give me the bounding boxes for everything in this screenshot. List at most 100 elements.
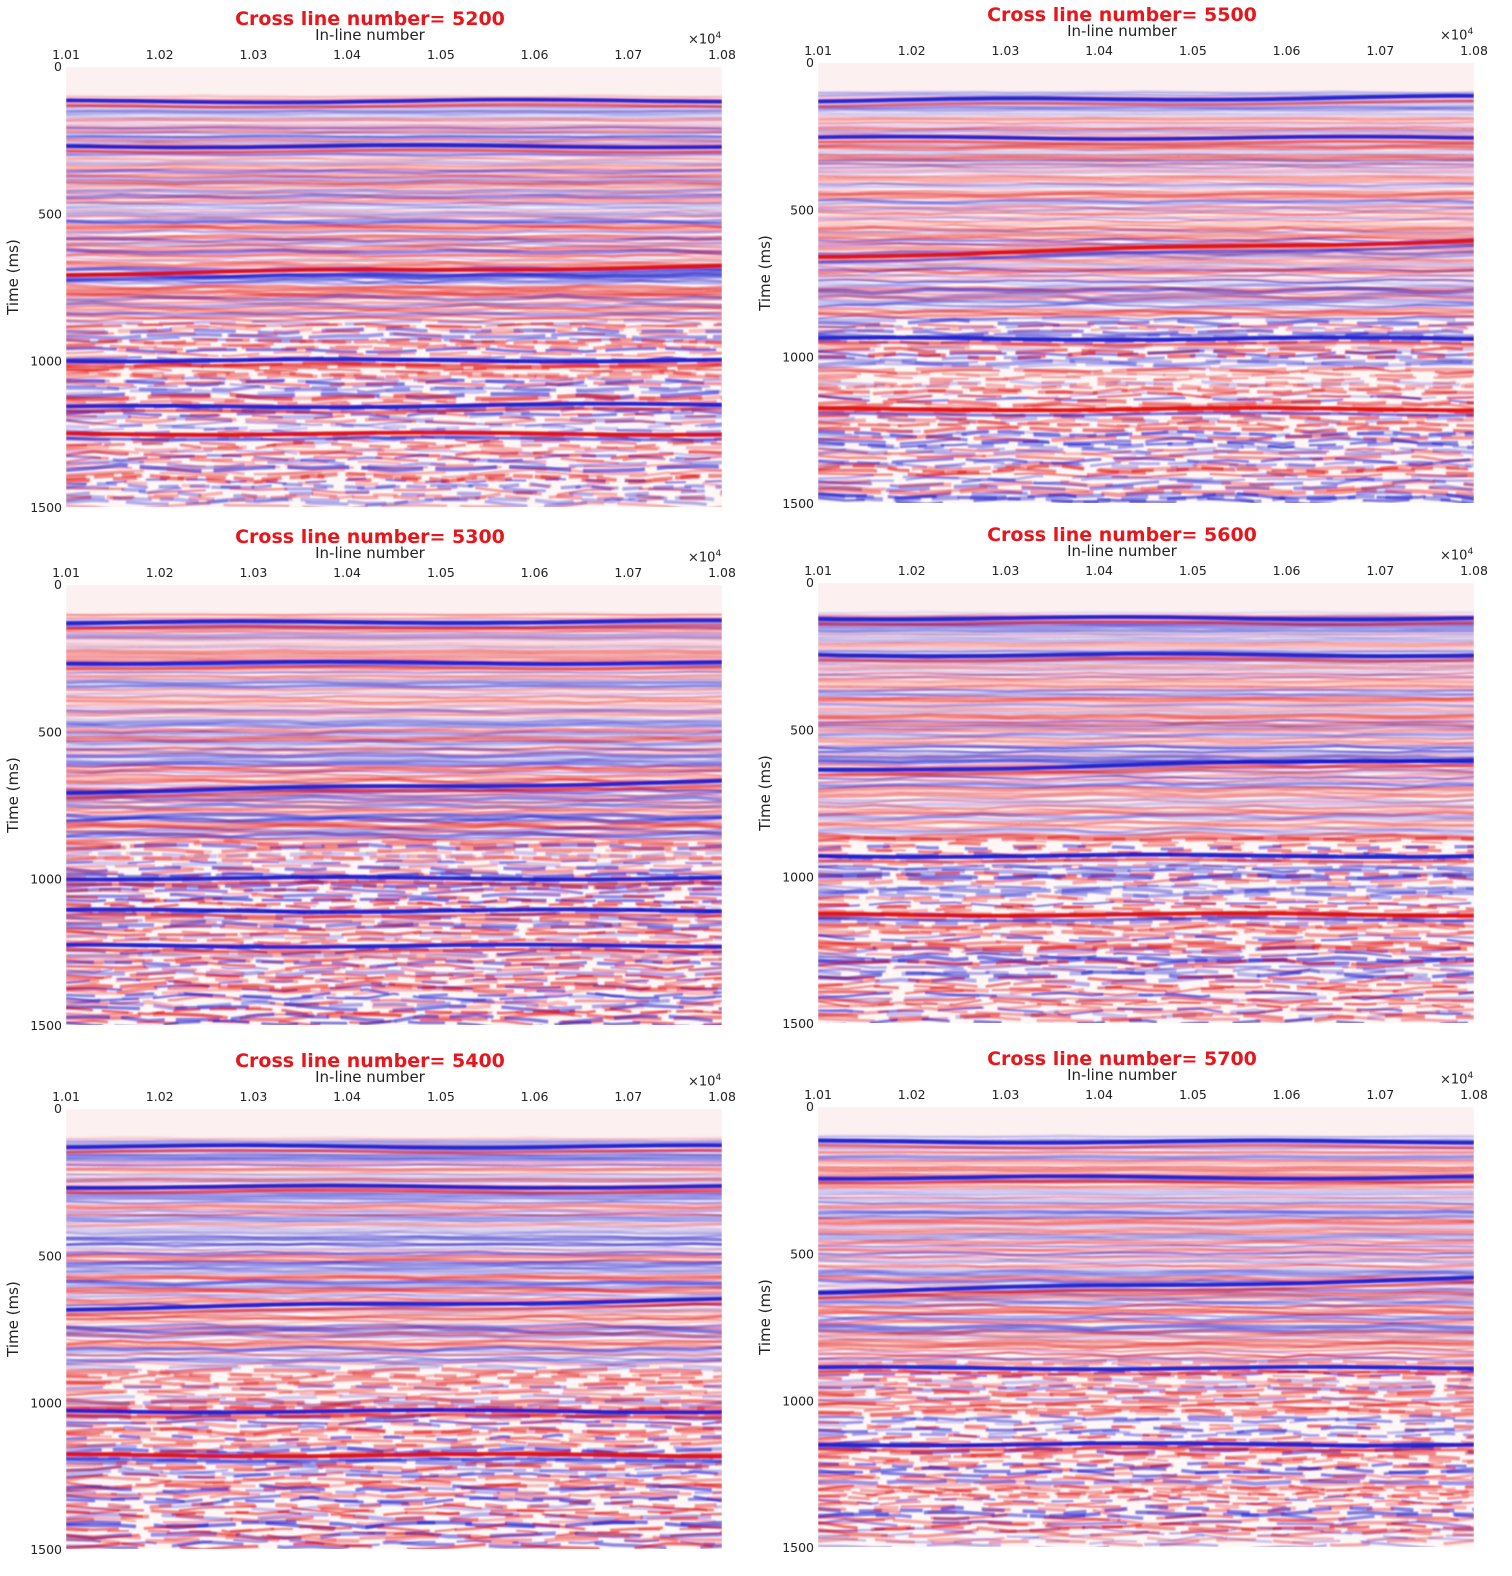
reflection-layer	[66, 339, 722, 347]
reflection-layer	[818, 610, 1474, 615]
reflection-layer	[818, 164, 1474, 170]
chart-title: Cross line number= 5400	[0, 1050, 740, 1072]
y-tick-label: 1000	[30, 353, 62, 368]
reflection-layer	[66, 119, 722, 124]
reflection-layer	[66, 1216, 722, 1223]
reflection-layer	[818, 416, 1474, 427]
x-axis-multiplier: ×104	[688, 546, 721, 566]
reflection-layer	[818, 1161, 1474, 1166]
strong-horizon	[66, 97, 722, 105]
reflection-layer	[66, 858, 722, 865]
reflection-layer	[818, 1425, 1474, 1435]
reflection-layer	[66, 453, 722, 464]
reflection-layer	[66, 1200, 722, 1205]
reflection-layer	[66, 411, 722, 420]
reflection-layer	[66, 463, 722, 473]
reflection-layer	[66, 963, 722, 974]
reflection-layer	[66, 219, 722, 226]
reflection-layer	[818, 791, 1474, 800]
reflection-layer	[818, 1324, 1474, 1332]
reflection-layer	[818, 456, 1474, 467]
reflection-layer	[818, 838, 1474, 847]
reflection-layer	[66, 632, 722, 638]
reflection-layer	[66, 1389, 722, 1397]
reflection-layer	[66, 1246, 722, 1252]
reflection-layer	[66, 1381, 722, 1390]
reflection-layer	[66, 923, 722, 933]
strong-horizon	[66, 1451, 722, 1459]
reflection-layer	[818, 121, 1474, 125]
reflection-layer	[818, 1168, 1474, 1173]
water-column-band	[66, 67, 722, 95]
reflection-layer	[66, 994, 722, 1007]
strong-horizon	[66, 1143, 722, 1150]
reflection-layer	[818, 1541, 1438, 1547]
chart-title-prefix: Cross line number=	[987, 524, 1204, 546]
reflection-layer	[818, 1134, 1474, 1139]
reflection-layer	[818, 680, 1474, 687]
reflection-layer	[66, 1172, 722, 1178]
reflection-layer	[66, 1011, 722, 1022]
reflection-layer	[66, 206, 722, 212]
reflection-layer	[66, 135, 722, 141]
reflection-layer	[818, 1504, 1474, 1516]
x-tick-label: 1.04	[1085, 1087, 1113, 1102]
x-tick-label: 1.03	[991, 563, 1019, 578]
reflection-layer	[66, 754, 722, 761]
reflection-layer	[66, 1499, 722, 1510]
reflection-layer	[818, 878, 1474, 888]
reflection-layer	[66, 884, 722, 893]
reflection-layer	[818, 798, 1474, 805]
reflection-layer	[66, 732, 722, 740]
reflection-layer	[66, 1386, 722, 1395]
reflection-layer	[66, 1435, 722, 1445]
y-tick-label: 1500	[782, 1540, 814, 1555]
x-tick-label: 1.05	[427, 565, 455, 580]
strong-horizon	[818, 1138, 1474, 1145]
y-tick-label: 0	[54, 59, 62, 74]
reflection-layer	[66, 211, 722, 218]
x-axis-label: In-line number	[1067, 22, 1177, 40]
reflection-layer	[66, 1325, 722, 1334]
x-tick-label: 1.02	[898, 1087, 926, 1102]
x-tick-label: 1.08	[1460, 43, 1488, 58]
reflection-layer	[66, 1235, 722, 1243]
reflection-layer	[818, 174, 1474, 180]
reflection-layer	[818, 846, 1474, 855]
reflection-layer	[818, 1216, 1474, 1223]
reflection-layer	[818, 727, 1474, 735]
reflection-layer	[818, 325, 1474, 334]
chart-title-value: 5400	[452, 1050, 505, 1072]
reflection-layer	[818, 208, 1474, 214]
horizon-side-lobe	[818, 140, 1474, 146]
reflection-layer	[818, 861, 1474, 870]
reflection-layer	[818, 1492, 1474, 1501]
reflection-layer	[66, 901, 722, 911]
reflection-layer	[66, 130, 722, 136]
reflection-layer	[818, 938, 1474, 948]
reflection-layer	[66, 1161, 722, 1166]
strong-horizon	[66, 1296, 722, 1312]
reflection-layer	[66, 437, 722, 448]
seismic-plot: 1.01 1.02 1.03 1.04 1.05 1.06 1.07 1.08 0 500 1000…	[30, 47, 736, 515]
x-axis-label: In-line number	[315, 544, 425, 562]
reflection-layer	[66, 248, 722, 256]
reflection-layer	[66, 368, 722, 377]
reflection-layer	[66, 730, 722, 737]
reflection-layer	[66, 229, 722, 235]
reflection-layer	[66, 1404, 722, 1412]
reflection-layer	[818, 964, 1474, 974]
strong-horizon	[818, 758, 1474, 772]
y-tick-label: 500	[790, 723, 814, 738]
reflection-layer	[818, 1451, 1474, 1462]
seismic-reflections	[818, 583, 1474, 1023]
reflection-layer	[66, 423, 722, 435]
x-axis-label: In-line number	[1067, 542, 1177, 560]
strong-horizon	[818, 335, 1474, 342]
reflection-layer	[818, 979, 1474, 989]
reflection-layer	[66, 612, 722, 617]
horizon-side-lobe	[66, 623, 722, 630]
reflection-layer	[818, 867, 1474, 877]
reflection-layer	[66, 644, 722, 650]
reflection-layer	[818, 1312, 1474, 1320]
